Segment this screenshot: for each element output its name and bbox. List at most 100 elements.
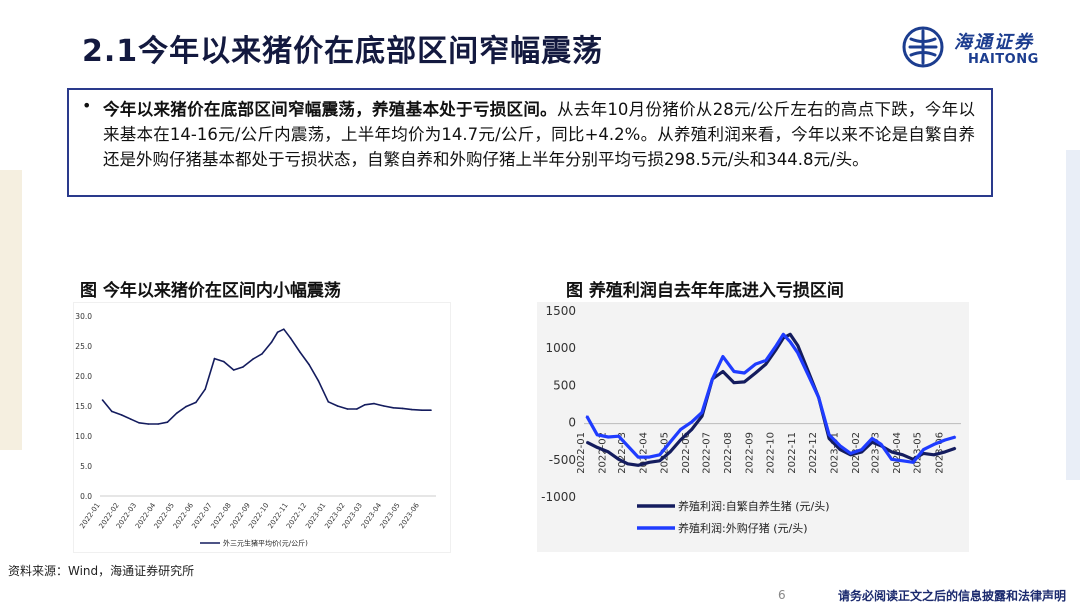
chart2-xtick-label: 2023-05 <box>913 432 924 474</box>
chart2-xtick-label: 2023-01 <box>829 432 840 474</box>
chart2-data-point <box>701 411 703 414</box>
chart1-data-point <box>317 380 320 382</box>
chart2-data-point <box>637 464 639 467</box>
chart2-data-point <box>860 451 863 453</box>
chart1-data-point <box>213 357 216 360</box>
chart2-xtick-label: 2022-05 <box>659 432 670 474</box>
chart2-data-point <box>789 333 791 336</box>
chart1-data-point <box>204 388 206 390</box>
legal-disclaimer[interactable]: 请务必阅读正文之后的信息披露和法律声明 <box>837 589 1066 603</box>
chart2-data-point <box>954 436 957 438</box>
chart2-data-point <box>722 355 724 358</box>
chart2-data-point <box>754 372 757 374</box>
chart2-data-point <box>658 454 661 456</box>
chart2-data-point <box>797 352 799 354</box>
chart2-data-point <box>901 460 904 462</box>
chart2-data-point <box>690 421 693 423</box>
chart2-data-point <box>789 341 791 343</box>
chart2-xtick-label: 2022-10 <box>766 432 777 474</box>
chart2-data-point <box>669 441 671 443</box>
chart2-xtick-label: 2022-01 <box>576 432 587 474</box>
chart2-data-point <box>679 439 682 441</box>
chart1-data-point <box>289 337 292 339</box>
chart1-data-point <box>346 408 349 410</box>
chart1-data-point <box>401 407 404 410</box>
chart2-title: 图 养殖利润自去年年底进入亏损区间 <box>566 281 844 301</box>
chart2-ytick-label: 1000 <box>545 341 576 355</box>
data-source: 资料来源：Wind，海通证券研究所 <box>8 564 195 578</box>
chart1-legend-label: 外三元生猪平均价(元/公斤) <box>223 538 308 547</box>
chart1-ytick-label: 10.0 <box>75 432 92 441</box>
chart1-data-point <box>276 331 279 333</box>
chart2-data-point <box>617 435 620 437</box>
chart1-data-point <box>327 401 330 403</box>
chart2-data-point <box>933 443 935 446</box>
chart2-data-point <box>880 443 882 446</box>
chart2-legend-label: 养殖利润:外购仔猪 (元/头) <box>678 521 808 535</box>
chart2-data-point <box>607 436 610 438</box>
chart2-data-point <box>648 461 651 464</box>
chart1-data-point <box>223 360 225 363</box>
logo-chinese-name: 海通证券 <box>954 32 1034 53</box>
chart1-data-point <box>430 409 432 411</box>
chart2-xtick-label: 2022-09 <box>745 432 756 474</box>
chart2-xtick-label: 2023-03 <box>870 432 881 474</box>
chart2-panel: -1000 -500 0 500 1000 1500 2022-01 2022-02 2022-… <box>537 302 969 552</box>
chart1-data-point <box>111 410 113 413</box>
chart1-data-point <box>130 418 132 420</box>
chart1-data-point <box>261 353 263 355</box>
chart2-data-point <box>733 370 735 373</box>
chart2-data-point <box>617 458 620 461</box>
summary-box: • 今年以来猪价在底部区间窄幅震荡，养殖基本处于亏损区间。从去年10月份猪价从2… <box>67 88 993 197</box>
chart2-data-point <box>765 359 767 362</box>
chart1-ytick-label: 15.0 <box>75 402 92 411</box>
chart1-data-point <box>185 405 187 408</box>
chart2-data-point <box>626 445 629 447</box>
chart2-data-point <box>637 456 639 458</box>
chart1-data-point <box>195 401 197 404</box>
chart2-data-point <box>922 452 925 455</box>
chart2-data-point <box>648 456 651 458</box>
haitong-logo: 海通证券 HAITONG <box>902 26 1062 72</box>
chart2-data-point <box>586 415 588 417</box>
summary-text: 从去年10月份猪价从28元/公斤左右的高点下跌，今年以来基本在14-16元/公斤… <box>103 100 975 169</box>
breeding-profit-chart: -1000 -500 0 500 1000 1500 2022-01 2022-02 2022-… <box>541 304 961 535</box>
chart1-data-point <box>232 369 235 371</box>
chart1-data-point <box>147 423 150 425</box>
chart1-data-point <box>252 358 254 360</box>
bullet-icon: • <box>82 96 92 115</box>
chart1-ytick-label: 25.0 <box>75 342 92 351</box>
summary-bold: 今年以来猪价在底部区间窄幅震荡，养殖基本处于亏损区间。 <box>103 100 557 119</box>
chart2-data-point <box>890 458 893 461</box>
chart2-data-point <box>626 463 629 465</box>
page-number: 6 <box>778 588 786 602</box>
chart2-data-point <box>607 451 610 453</box>
chart2-data-point <box>839 445 841 447</box>
chart2-xtick-label: 2022-12 <box>808 432 819 474</box>
chart2-data-point <box>596 446 598 449</box>
chart1-xtick-label: 2023-06 <box>398 501 422 530</box>
chart2-data-point <box>690 428 693 431</box>
chart2-xtick-label: 2022-02 <box>598 432 609 474</box>
chart2-data-point <box>933 454 935 456</box>
chart2-ytick-label: 500 <box>553 378 576 392</box>
chart2-data-point <box>586 441 588 443</box>
chart1-data-point <box>364 404 366 406</box>
chart2-data-point <box>860 448 863 451</box>
chart2-data-point <box>797 344 799 347</box>
chart2-data-point <box>596 434 598 436</box>
chart1-data-point <box>101 399 104 401</box>
chart1-data-point <box>383 405 385 407</box>
chart1-data-point <box>392 407 395 409</box>
chart1-data-point <box>157 423 159 425</box>
chart1-data-point <box>270 341 273 344</box>
background-stripe-left <box>0 170 22 450</box>
chart2-xtick-label: 2022-04 <box>638 432 649 474</box>
chart1-data-point <box>242 366 244 368</box>
chart2-data-point <box>743 381 746 383</box>
chart1-data-point <box>166 421 169 423</box>
chart2-data-point <box>944 451 946 453</box>
chart1-data-point <box>120 414 123 416</box>
chart2-data-point <box>765 363 767 365</box>
